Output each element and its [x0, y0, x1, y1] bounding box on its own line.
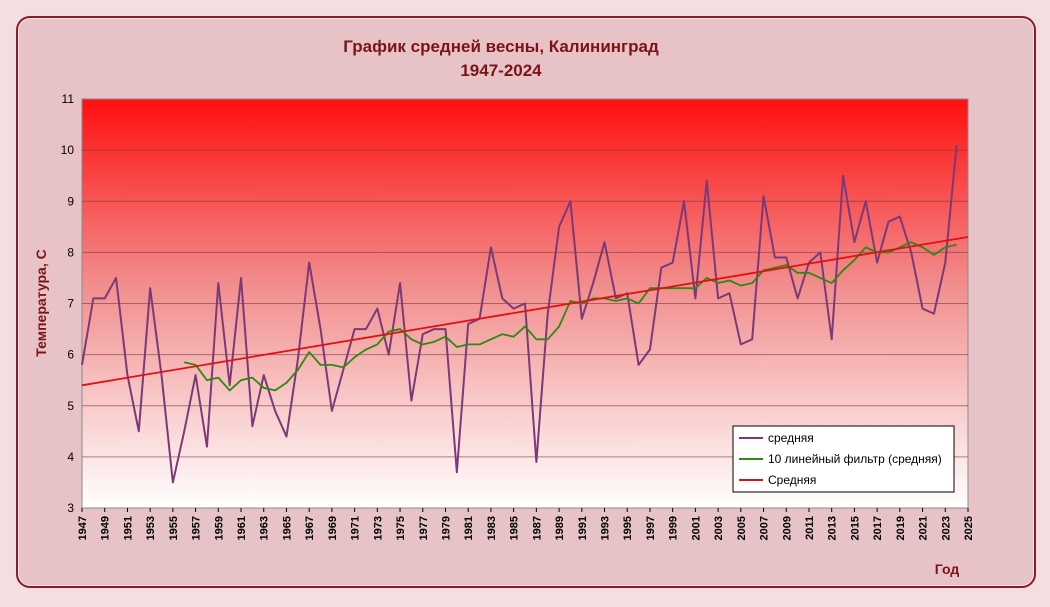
- x-tick-label: 1993: [600, 516, 612, 540]
- x-tick-label: 1979: [440, 516, 452, 540]
- y-tick-label: 3: [67, 501, 74, 515]
- x-tick-label: 2019: [895, 516, 907, 540]
- legend-label-filter: 10 линейный фильтр (средняя): [768, 452, 942, 466]
- x-tick-label: 1971: [350, 516, 362, 540]
- legend-label-trend: Средняя: [768, 473, 816, 487]
- x-tick-label: 2023: [940, 516, 952, 540]
- series-lines: [81, 144, 969, 484]
- x-tick-label: 2003: [713, 516, 725, 540]
- x-tick-label: 1995: [622, 516, 634, 540]
- x-tick-label: 1961: [236, 516, 248, 540]
- filter-line: [184, 241, 957, 392]
- x-tick-label: 1959: [213, 516, 225, 540]
- trend-line: [81, 236, 969, 387]
- x-tick-label: 2001: [690, 516, 702, 540]
- y-tick-label: 10: [61, 143, 75, 157]
- x-tick-label: 2009: [781, 516, 793, 540]
- x-tick-label: 1977: [418, 516, 430, 540]
- x-tick-label: 1953: [145, 516, 157, 540]
- y-tick-label: 7: [67, 297, 74, 311]
- x-tick-label: 1981: [463, 516, 475, 540]
- x-tick-label: 1973: [372, 516, 384, 540]
- x-tick-label: 1949: [100, 516, 112, 540]
- y-tick-label: 9: [67, 194, 74, 208]
- x-tick-label: 2017: [872, 516, 884, 540]
- x-tick-label: 1951: [122, 516, 134, 540]
- x-tick-label: 2021: [918, 516, 930, 540]
- legend-label-mean: средняя: [768, 431, 814, 445]
- mean-line: [81, 144, 958, 484]
- x-tick-label: 1997: [645, 516, 657, 540]
- y-tick-label: 11: [62, 92, 75, 106]
- x-axis-label: Год: [935, 561, 960, 577]
- x-tick-label: 1947: [77, 516, 89, 540]
- x-tick-label: 2013: [827, 516, 839, 540]
- x-tick-label: 1989: [554, 516, 566, 540]
- y-tick-label: 8: [67, 245, 74, 259]
- x-tick-label: 1969: [327, 516, 339, 540]
- x-tick-label: 2011: [804, 516, 816, 540]
- y-axis-ticks: 3 4 5 6 7 8 9 10 11: [61, 92, 75, 515]
- x-axis-ticks: 1947 1949 1951 1953 1955 1957 1959 1961 1963 1965…: [77, 508, 975, 540]
- x-tick-label: 1967: [304, 516, 316, 540]
- x-tick-label: 1991: [577, 516, 589, 540]
- y-tick-label: 6: [67, 348, 74, 362]
- chart-subtitle: 1947-2024: [460, 61, 542, 80]
- x-tick-label: 1975: [395, 516, 407, 540]
- x-tick-label: 2007: [759, 516, 771, 540]
- x-tick-label: 2025: [963, 516, 975, 540]
- legend-box: [732, 425, 955, 493]
- x-tick-label: 1987: [531, 516, 543, 540]
- chart-title: График средней весны, Калининград: [343, 37, 659, 56]
- x-tick-label: 2005: [736, 516, 748, 540]
- x-tick-label: 1965: [281, 516, 293, 540]
- y-axis-label: Температура, С: [33, 249, 49, 356]
- x-tick-label: 2015: [849, 516, 861, 540]
- x-tick-label: 1955: [168, 516, 180, 540]
- legend: средняя 10 линейный фильтр (средняя) Сре…: [732, 425, 955, 493]
- y-tick-label: 5: [67, 399, 74, 413]
- x-tick-label: 1983: [486, 516, 498, 540]
- x-tick-label: 1957: [191, 516, 203, 540]
- x-tick-label: 1999: [668, 516, 680, 540]
- y-tick-label: 4: [67, 450, 74, 464]
- x-tick-label: 1985: [509, 516, 521, 540]
- x-tick-label: 1963: [259, 516, 271, 540]
